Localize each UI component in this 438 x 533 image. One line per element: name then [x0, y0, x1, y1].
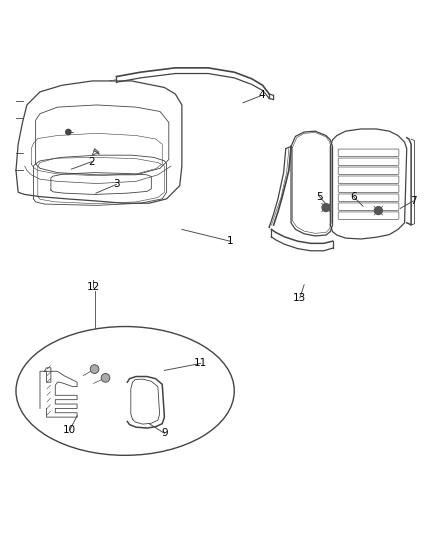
- Text: 2: 2: [88, 157, 95, 167]
- Circle shape: [66, 130, 71, 135]
- Circle shape: [322, 204, 330, 212]
- Text: 11: 11: [194, 358, 207, 368]
- Text: 5: 5: [316, 192, 323, 201]
- Text: 7: 7: [410, 196, 417, 206]
- Text: 10: 10: [63, 425, 76, 435]
- Text: 9: 9: [161, 429, 168, 438]
- Text: 3: 3: [113, 180, 120, 189]
- Text: 12: 12: [87, 282, 100, 293]
- Text: 4: 4: [258, 91, 265, 100]
- Circle shape: [90, 365, 99, 374]
- Text: 6: 6: [350, 192, 357, 201]
- Circle shape: [374, 207, 382, 215]
- Text: 13: 13: [293, 293, 307, 303]
- Circle shape: [101, 374, 110, 382]
- Text: 1: 1: [226, 236, 233, 246]
